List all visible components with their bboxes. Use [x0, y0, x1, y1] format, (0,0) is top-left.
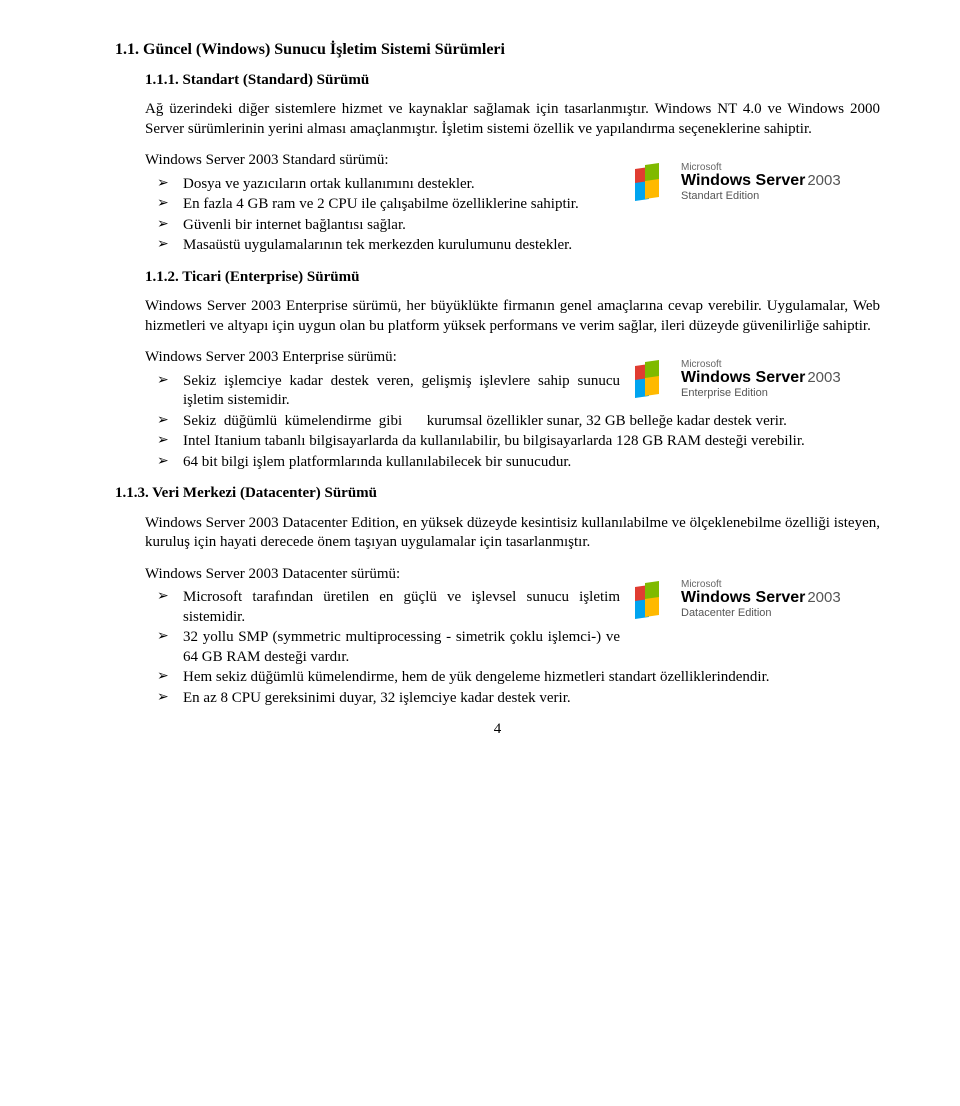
logo-datacenter: Microsoft Windows Server2003 Datacenter … — [635, 569, 880, 631]
list-item: 64 bit bilgi işlem platformlarında kulla… — [145, 453, 880, 473]
heading-standard: 1.1.1. Standart (Standard) Sürümü — [145, 71, 880, 91]
windows-flag-icon — [635, 580, 675, 620]
logo-enterprise: Microsoft Windows Server2003 Enterprise … — [635, 348, 880, 410]
enterprise-bullets-wrap: Windows Server 2003 Enterprise sürümü: S… — [145, 348, 880, 472]
list-item: En az 8 CPU gereksinimi duyar, 32 işlemc… — [145, 689, 880, 709]
list-item: Intel Itanium tabanlı bilgisayarlarda da… — [145, 432, 880, 452]
datacenter-bullets-wrap: Windows Server 2003 Datacenter sürümü: M… — [145, 565, 880, 709]
logo-edition-label: Enterprise Edition — [681, 388, 841, 399]
logo-brand-label: Windows Server2003 — [681, 173, 841, 189]
list-item: 32 yollu SMP (symmetric multiprocessing … — [145, 628, 880, 667]
standard-bullets-wrap: Windows Server 2003 Standard sürümü: Dos… — [145, 151, 880, 256]
list-item: Güvenli bir internet bağlantısı sağlar. — [145, 216, 880, 236]
logo-edition-label: Datacenter Edition — [681, 608, 841, 619]
list-item: Sekiz düğümlü kümelendirme gibi kurumsal… — [145, 412, 880, 432]
para-standard: Ağ üzerindeki diğer sistemlere hizmet ve… — [145, 100, 880, 139]
logo-edition-label: Standart Edition — [681, 191, 841, 202]
logo-brand-label: Windows Server2003 — [681, 370, 841, 386]
para-datacenter: Windows Server 2003 Datacenter Edition, … — [145, 514, 880, 553]
logo-standard: Microsoft Windows Server2003 Standart Ed… — [635, 151, 880, 213]
heading-main: 1.1. Güncel (Windows) Sunucu İşletim Sis… — [115, 40, 880, 61]
page-number: 4 — [115, 720, 880, 740]
para-enterprise: Windows Server 2003 Enterprise sürümü, h… — [145, 297, 880, 336]
heading-enterprise: 1.1.2. Ticari (Enterprise) Sürümü — [145, 268, 880, 288]
list-item: Hem sekiz düğümlü kümelendirme, hem de y… — [145, 668, 880, 688]
windows-flag-icon — [635, 162, 675, 202]
logo-brand-label: Windows Server2003 — [681, 590, 841, 606]
windows-flag-icon — [635, 359, 675, 399]
list-item: Masaüstü uygulamalarının tek merkezden k… — [145, 236, 880, 256]
heading-datacenter: 1.1.3. Veri Merkezi (Datacenter) Sürümü — [115, 484, 880, 504]
